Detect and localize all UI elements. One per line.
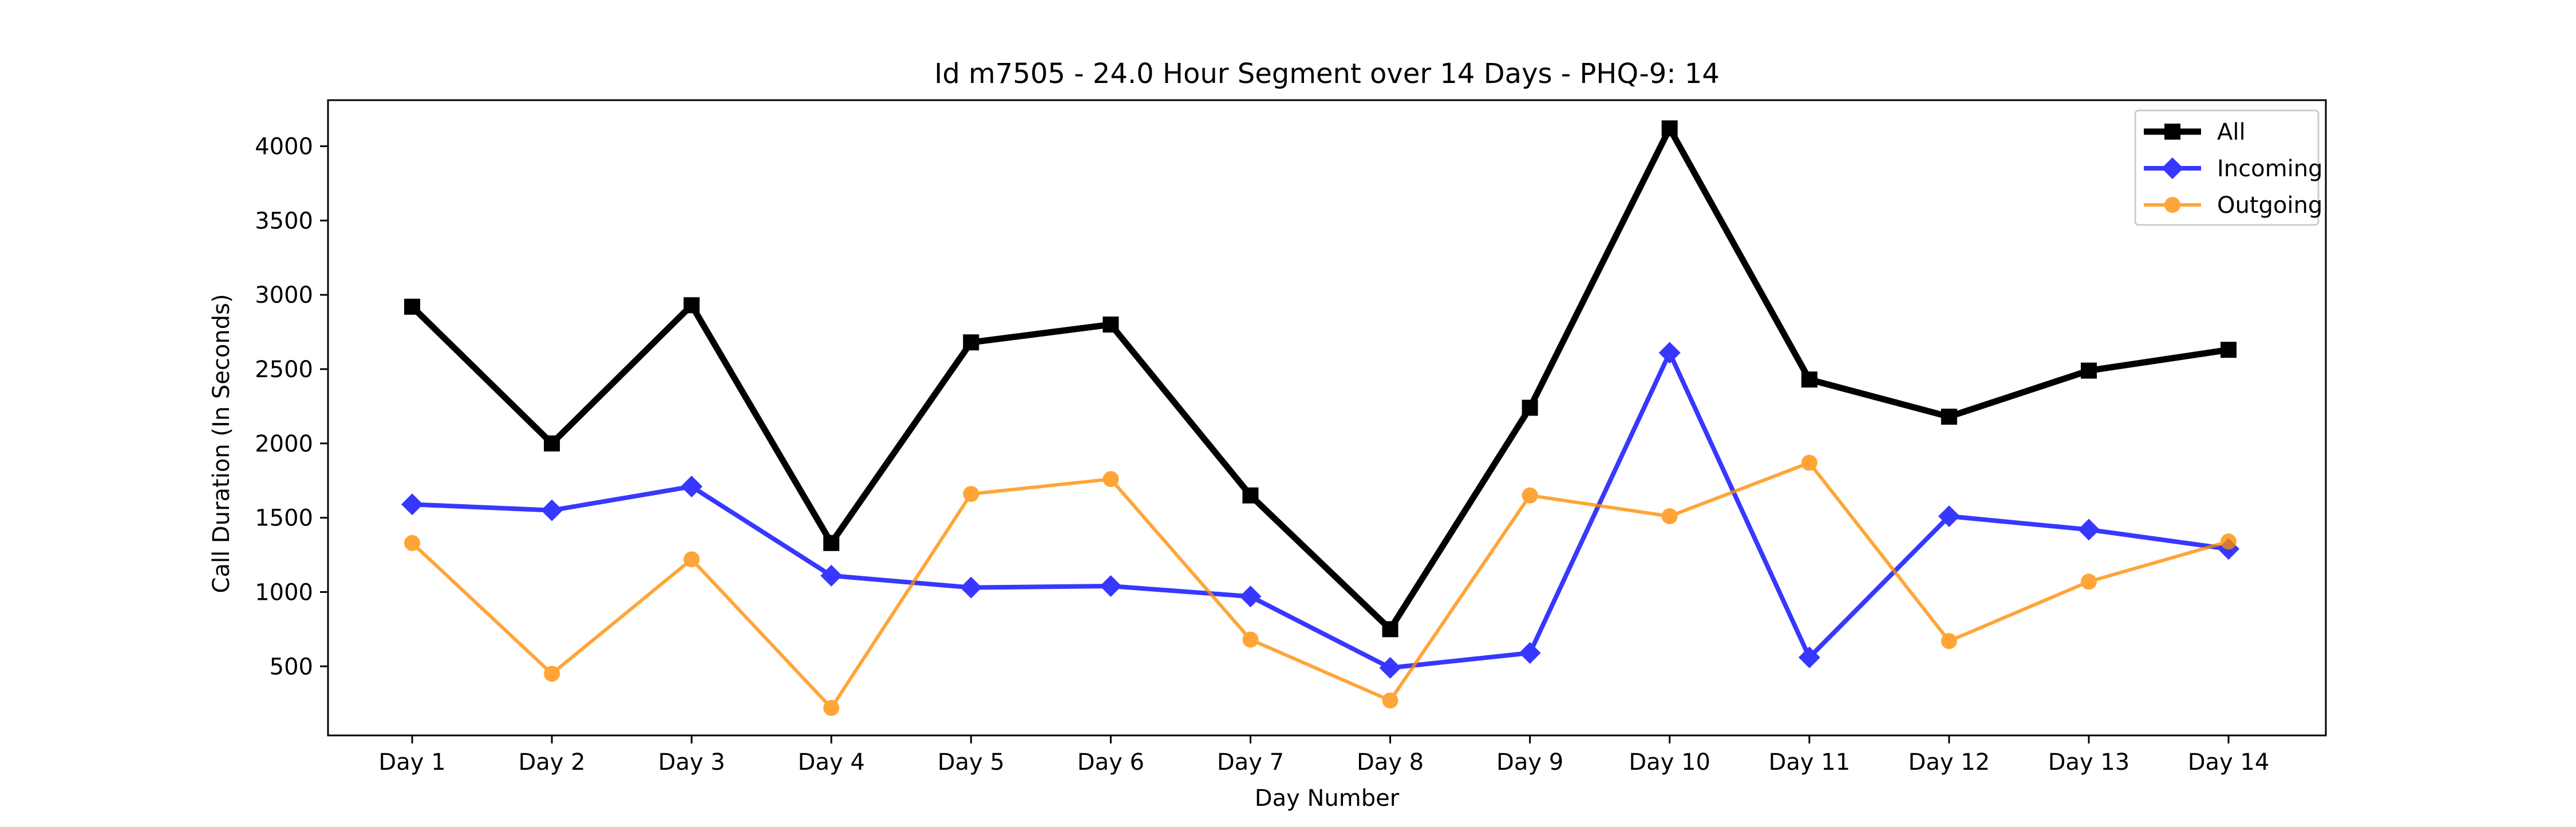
y-tick-label: 1000 [255, 579, 313, 606]
y-tick-label: 3500 [255, 208, 313, 234]
plot-area-frame [327, 99, 2327, 737]
data-point-outgoing [1103, 471, 1119, 488]
x-tick-label: Day 13 [2048, 749, 2130, 775]
data-point-incoming [1239, 585, 1262, 608]
legend-label-incoming: Incoming [2217, 156, 2322, 182]
x-axis-label: Day Number [1255, 785, 1400, 812]
legend-marker-all [2164, 124, 2180, 140]
x-tick-label: Day 8 [1357, 749, 1424, 775]
y-tick-label: 500 [270, 654, 313, 680]
data-point-all [823, 535, 840, 551]
data-point-outgoing [683, 551, 700, 568]
data-point-outgoing [1242, 631, 1259, 648]
legend-marker-outgoing [2164, 197, 2180, 213]
data-point-all [1242, 487, 1259, 504]
y-tick-label: 4000 [255, 133, 313, 160]
data-point-all [2221, 342, 2237, 358]
data-point-incoming [1379, 656, 1401, 679]
data-point-outgoing [2221, 533, 2237, 550]
chart-title: Id m7505 - 24.0 Hour Segment over 14 Day… [934, 58, 1720, 90]
series-line-incoming [412, 347, 2229, 670]
x-tick-label: Day 12 [1909, 749, 1990, 775]
data-point-all [544, 435, 560, 452]
data-point-all [2080, 362, 2097, 379]
data-point-outgoing [1801, 454, 1818, 471]
data-point-outgoing [1661, 508, 1678, 525]
data-point-outgoing [1941, 633, 1957, 650]
series-layer [401, 120, 2239, 716]
legend-item-outgoing [2144, 197, 2201, 213]
x-tick-label: Day 9 [1496, 749, 1563, 775]
legend-label-all: All [2217, 119, 2246, 145]
x-tick-label: Day 7 [1217, 749, 1284, 775]
data-point-all [1522, 399, 1538, 416]
x-tick-label: Day 10 [1629, 749, 1710, 775]
series-all [404, 120, 2237, 638]
data-point-all [1941, 409, 1957, 425]
data-point-incoming [401, 493, 423, 516]
legend-item-all [2144, 124, 2201, 140]
data-point-all [1661, 120, 1678, 137]
x-tick-label: Day 11 [1768, 749, 1850, 775]
data-point-all [1382, 621, 1398, 638]
x-tick-label: Day 6 [1077, 749, 1144, 775]
data-point-incoming [681, 476, 703, 498]
x-tick-label: Day 4 [798, 749, 865, 775]
x-tick-label: Day 5 [938, 749, 1005, 775]
data-point-all [1103, 316, 1119, 333]
x-tick-label: Day 2 [518, 749, 585, 775]
data-point-incoming [541, 499, 563, 521]
data-point-outgoing [2080, 573, 2097, 590]
data-point-incoming [1100, 575, 1122, 598]
data-point-outgoing [1382, 692, 1398, 709]
series-line-outgoing [410, 460, 2229, 711]
series-incoming [401, 342, 2239, 679]
data-point-incoming [1938, 505, 1960, 528]
series-outgoing [404, 454, 2237, 716]
data-point-outgoing [1522, 487, 1538, 504]
legend-frame [2134, 109, 2320, 226]
data-point-outgoing [963, 486, 979, 502]
legend-item-incoming [2144, 157, 2201, 179]
y-tick-label: 2500 [255, 357, 313, 383]
data-point-incoming [820, 564, 843, 587]
data-point-incoming [2077, 519, 2100, 541]
data-point-incoming [960, 576, 982, 599]
x-tick-label: Day 3 [658, 749, 725, 775]
data-point-all [963, 334, 979, 351]
data-point-all [1801, 371, 1818, 388]
data-point-incoming [1658, 342, 1681, 364]
x-tick-label: Day 1 [378, 749, 445, 775]
axis-ticks: Day 1 Day 2 Day 3 Day 4 Day 5 Day 6 Day 7 Day 8… [255, 133, 2269, 775]
legend-marker-incoming [2162, 157, 2183, 179]
y-axis-label: Call Duration (In Seconds) [208, 294, 235, 593]
y-tick-label: 3000 [255, 282, 313, 308]
x-tick-label: Day 14 [2188, 749, 2270, 775]
legend: All Incoming Outgoing [2134, 109, 2322, 226]
data-point-outgoing [544, 666, 560, 682]
legend-label-outgoing: Outgoing [2217, 192, 2322, 219]
y-tick-label: 2000 [255, 431, 313, 457]
data-point-outgoing [823, 699, 840, 716]
data-point-incoming [1798, 646, 1820, 668]
y-tick-label: 1500 [255, 505, 313, 532]
data-point-all [683, 297, 700, 314]
data-point-incoming [1519, 642, 1541, 664]
data-point-all [404, 298, 420, 315]
series-line-all [410, 121, 2229, 634]
data-point-outgoing [404, 535, 420, 551]
